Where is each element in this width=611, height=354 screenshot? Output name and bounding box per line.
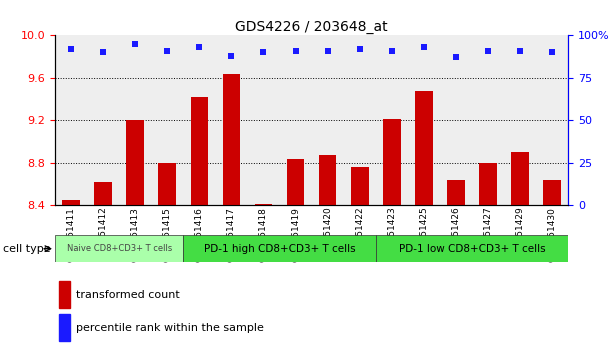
Bar xyxy=(191,97,208,205)
Point xyxy=(355,46,365,52)
Text: cell type: cell type xyxy=(3,244,51,254)
Bar xyxy=(376,235,568,262)
Point xyxy=(98,50,108,55)
Title: GDS4226 / 203648_at: GDS4226 / 203648_at xyxy=(235,21,388,34)
Point xyxy=(66,46,76,52)
Bar xyxy=(158,163,176,205)
Text: PD-1 high CD8+CD3+ T cells: PD-1 high CD8+CD3+ T cells xyxy=(203,244,356,254)
Bar xyxy=(319,155,337,205)
Bar xyxy=(415,91,433,205)
Point xyxy=(419,45,429,50)
Bar xyxy=(479,163,497,205)
Bar xyxy=(351,167,368,205)
Point xyxy=(483,48,493,53)
Bar xyxy=(447,180,465,205)
Point xyxy=(194,45,204,50)
Bar xyxy=(126,120,144,205)
Point xyxy=(227,53,236,59)
Point xyxy=(291,48,301,53)
Bar xyxy=(543,180,561,205)
Text: PD-1 low CD8+CD3+ T cells: PD-1 low CD8+CD3+ T cells xyxy=(399,244,545,254)
Point xyxy=(258,50,268,55)
Point xyxy=(163,48,172,53)
Bar xyxy=(287,159,304,205)
Point xyxy=(547,50,557,55)
Bar xyxy=(222,74,240,205)
Bar xyxy=(62,200,80,205)
Point xyxy=(387,48,397,53)
Point xyxy=(451,55,461,60)
Point xyxy=(323,48,332,53)
Bar xyxy=(511,152,529,205)
Bar xyxy=(183,235,376,262)
Point xyxy=(130,41,140,47)
Bar xyxy=(383,119,401,205)
Bar xyxy=(59,314,70,341)
Bar xyxy=(59,281,70,308)
Bar xyxy=(255,204,273,205)
Bar xyxy=(94,182,112,205)
Text: percentile rank within the sample: percentile rank within the sample xyxy=(76,323,263,333)
Bar xyxy=(55,235,183,262)
Text: transformed count: transformed count xyxy=(76,290,179,299)
Text: Naive CD8+CD3+ T cells: Naive CD8+CD3+ T cells xyxy=(67,244,172,253)
Point xyxy=(515,48,525,53)
